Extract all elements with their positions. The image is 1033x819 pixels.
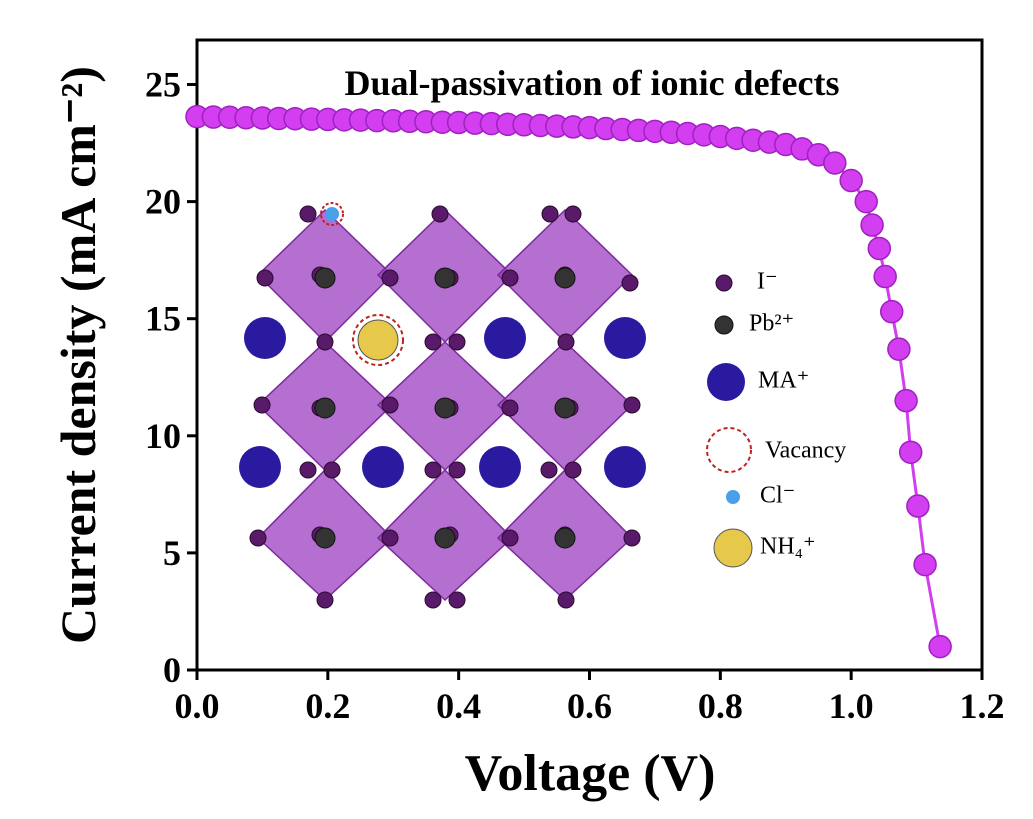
i-ion <box>299 205 317 223</box>
y-tick-label: 10 <box>145 416 181 456</box>
i-ion <box>381 269 399 287</box>
cl-ion <box>325 207 339 221</box>
y-axis-label: Current density (mA cm⁻²) <box>50 66 106 644</box>
data-point <box>913 552 937 577</box>
i-ion <box>424 461 442 479</box>
i-ion <box>316 333 334 351</box>
data-point <box>894 388 918 413</box>
chart-title: Dual-passivation of ionic defects <box>345 63 840 103</box>
legend-icon <box>715 274 733 292</box>
x-tick-label: 0.6 <box>567 686 612 726</box>
y-tick-label: 0 <box>163 650 181 690</box>
x-tick-label: 0.0 <box>175 686 220 726</box>
data-point <box>839 168 863 193</box>
i-ion <box>424 333 442 351</box>
x-tick-label: 0.8 <box>698 686 743 726</box>
x-tick-label: 1.0 <box>829 686 874 726</box>
x-axis-label: Voltage (V) <box>465 745 716 802</box>
ma-ion <box>604 446 646 488</box>
i-ion <box>557 333 575 351</box>
vacancy-ring <box>320 202 344 226</box>
y-tick-label: 5 <box>163 533 181 573</box>
i-ion <box>316 591 334 609</box>
y-tick-label: 15 <box>145 299 181 339</box>
legend-label: Vacancy <box>765 438 846 464</box>
i-ion <box>501 529 519 547</box>
pb-ion <box>434 397 456 419</box>
legend-icon <box>713 528 753 568</box>
i-ion <box>323 461 341 479</box>
i-ion <box>431 205 449 223</box>
i-ion <box>448 461 466 479</box>
legend-icon <box>706 427 752 473</box>
legend-label: MA⁺ <box>758 368 809 394</box>
i-ion <box>249 529 267 547</box>
i-ion <box>540 461 558 479</box>
i-ion <box>381 396 399 414</box>
inset-structure: I⁻ Pb²⁺ MA⁺ Vacancy Cl⁻ NH₄⁺ <box>205 180 846 640</box>
pb-ion <box>554 527 576 549</box>
pb-ion <box>314 397 336 419</box>
i-ion <box>564 461 582 479</box>
i-ion <box>557 591 575 609</box>
i-ion <box>253 396 271 414</box>
ma-ion <box>479 446 521 488</box>
nh4-ion <box>357 319 399 361</box>
i-ion <box>299 461 317 479</box>
x-tick-label: 0.2 <box>305 686 350 726</box>
legend-icon <box>714 315 734 335</box>
vacancy-ring <box>352 314 404 366</box>
legend-label: I⁻ <box>757 269 778 295</box>
legend-icon <box>707 363 745 401</box>
i-ion <box>256 269 274 287</box>
pb-ion <box>314 267 336 289</box>
i-ion <box>424 591 442 609</box>
data-point <box>928 634 952 659</box>
ma-ion <box>604 317 646 359</box>
y-tick-label: 25 <box>145 64 181 104</box>
i-ion <box>564 205 582 223</box>
i-ion <box>501 269 519 287</box>
data-point <box>898 440 923 464</box>
data-point <box>854 189 878 214</box>
i-ion <box>541 205 559 223</box>
y-tick-label: 20 <box>145 182 181 222</box>
ma-ion <box>244 317 286 359</box>
legend-icon <box>726 490 740 504</box>
data-point <box>887 337 911 361</box>
i-ion <box>621 274 639 292</box>
legend-label: Cl⁻ <box>760 483 795 509</box>
pb-ion <box>554 397 576 419</box>
ma-ion <box>239 446 281 488</box>
data-point <box>879 299 904 324</box>
i-ion <box>623 396 641 414</box>
data-point <box>823 151 847 175</box>
legend-label: Pb²⁺ <box>749 311 794 337</box>
i-ion <box>448 591 466 609</box>
pb-ion <box>554 267 576 289</box>
ma-ion <box>484 317 526 359</box>
data-point <box>860 213 884 237</box>
x-tick-label: 0.4 <box>436 686 481 726</box>
data-point <box>906 494 930 518</box>
x-tick-label: 1.2 <box>960 686 1005 726</box>
ma-ion <box>362 446 404 488</box>
data-point <box>867 236 892 261</box>
pb-ion <box>434 267 456 289</box>
i-ion <box>448 333 466 351</box>
i-ion <box>623 529 641 547</box>
i-ion <box>501 399 519 417</box>
data-point <box>873 264 897 289</box>
legend-label: NH₄⁺ <box>760 534 816 560</box>
pb-ion <box>314 527 336 549</box>
i-ion <box>381 529 399 547</box>
pb-ion <box>434 527 456 549</box>
